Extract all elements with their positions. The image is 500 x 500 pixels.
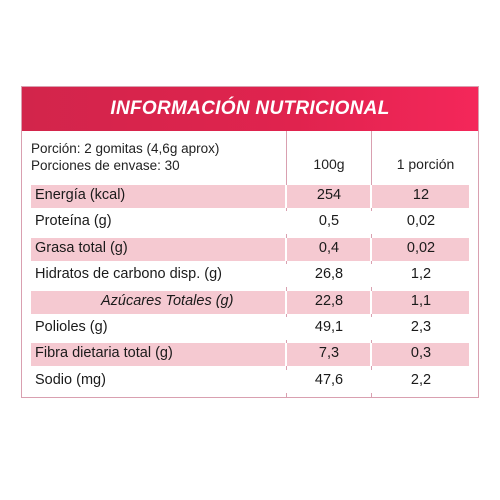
nutrient-label: Polioles (g): [35, 319, 108, 335]
row-separator: [370, 185, 372, 208]
value-per-100g: 49,1: [314, 319, 344, 335]
value-per-100g: 22,8: [314, 292, 344, 309]
value-per-portion: 0,02: [406, 213, 436, 230]
column-header-100g: 100g: [313, 156, 345, 172]
row-separator: [285, 237, 287, 261]
table-row: Fibra dietaria total (g) 7,3 0,3: [31, 343, 469, 367]
value-per-100g: 254: [316, 187, 342, 203]
row-separator: [370, 317, 372, 340]
value-per-portion: 12: [412, 187, 430, 203]
row-separator: [370, 237, 372, 261]
table-row: Azúcares Totales (g) 22,8 1,1: [31, 290, 469, 314]
serving-info: Porción: 2 gomitas (4,6g aprox) Porcione…: [22, 131, 284, 183]
value-per-portion: 1,1: [410, 292, 432, 309]
value-per-portion: 0,3: [410, 345, 432, 362]
value-per-100g: 0,5: [318, 213, 340, 230]
value-per-100g: 7,3: [318, 345, 340, 362]
row-separator: [285, 264, 287, 288]
nutrient-label: Sodio (mg): [35, 371, 106, 388]
nutrient-label: Grasa total (g): [35, 239, 128, 256]
portion-text: Porción: 2 gomitas (4,6g aprox): [31, 141, 220, 156]
value-per-100g: 47,6: [314, 371, 344, 388]
column-divider: [371, 131, 372, 397]
row-separator: [285, 185, 287, 208]
column-header-portion: 1 porción: [396, 156, 455, 172]
value-per-100g: 0,4: [318, 239, 340, 256]
value-per-portion: 2,2: [410, 371, 432, 388]
table-row: Polioles (g) 49,1 2,3: [31, 317, 469, 340]
row-separator: [370, 343, 372, 367]
row-separator: [285, 369, 287, 393]
row-separator: [285, 211, 287, 235]
row-separator: [285, 343, 287, 367]
nutrient-label: Proteína (g): [35, 213, 112, 230]
row-separator: [285, 317, 287, 340]
table-row: Grasa total (g) 0,4 0,02: [31, 237, 469, 261]
table-header: INFORMACIÓN NUTRICIONAL: [22, 87, 478, 131]
table-row: Hidratos de carbono disp. (g) 26,8 1,2: [31, 264, 469, 288]
nutrient-label: Azúcares Totales (g): [101, 292, 234, 309]
row-separator: [370, 211, 372, 235]
value-per-portion: 1,2: [410, 266, 432, 283]
table-row: Energía (kcal) 254 12: [31, 185, 469, 208]
value-per-portion: 0,02: [406, 239, 436, 256]
column-divider: [286, 131, 287, 397]
value-per-portion: 2,3: [410, 319, 432, 335]
nutrition-table: INFORMACIÓN NUTRICIONAL Porción: 2 gomit…: [21, 86, 479, 398]
nutrient-label: Energía (kcal): [35, 187, 126, 203]
row-separator: [370, 369, 372, 393]
row-separator: [370, 264, 372, 288]
table-title: INFORMACIÓN NUTRICIONAL: [110, 98, 390, 119]
row-separator: [285, 290, 287, 314]
table-row: Proteína (g) 0,5 0,02: [31, 211, 469, 235]
nutrient-label: Fibra dietaria total (g): [35, 345, 173, 362]
servings-per-container-text: Porciones de envase: 30: [31, 158, 180, 173]
nutrient-label: Hidratos de carbono disp. (g): [35, 266, 222, 283]
row-separator: [370, 290, 372, 314]
value-per-100g: 26,8: [314, 266, 344, 283]
table-row: Sodio (mg) 47,6 2,2: [31, 369, 469, 393]
